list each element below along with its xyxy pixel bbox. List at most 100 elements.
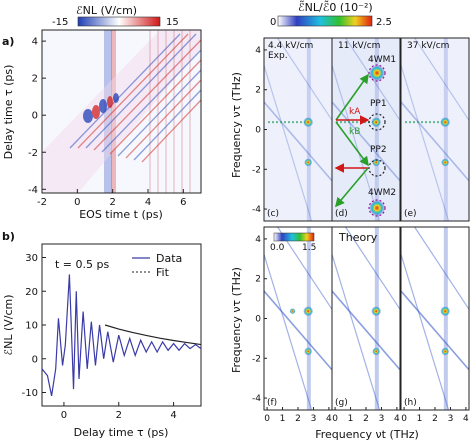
diagonal-streak bbox=[331, 254, 381, 411]
diagonal-streak bbox=[331, 101, 401, 182]
ytick-label: -4 bbox=[252, 205, 261, 215]
column-label-1: 4.4 kV/cm bbox=[268, 41, 313, 51]
theory-colorbar bbox=[273, 232, 315, 242]
ytick-label: -2 bbox=[252, 354, 261, 364]
right-xlabel: Frequency νt (THz) bbox=[315, 428, 419, 441]
xtick-label: 1 bbox=[280, 414, 286, 424]
panel-label: (g) bbox=[335, 398, 348, 408]
marker-4wm2 bbox=[368, 199, 386, 217]
right-ylabel-top: Frequency ντ (THz) bbox=[230, 72, 243, 178]
diagonal-streak bbox=[263, 290, 333, 371]
diagonal-streak bbox=[263, 254, 313, 411]
panel-bg bbox=[401, 38, 469, 221]
xtick-label: 1 bbox=[348, 414, 354, 424]
panel-b-legend: Data Fit bbox=[132, 252, 182, 279]
right-colorbar-max: 2.5 bbox=[376, 17, 392, 28]
panel-b-ytick-label: 30 bbox=[25, 253, 38, 264]
panel-b-xlabel: Delay time τ (ps) bbox=[74, 426, 169, 439]
series-fit-line bbox=[104, 324, 202, 346]
panel-frame bbox=[400, 37, 470, 222]
peak-pp1 bbox=[371, 306, 382, 317]
panel-b-xtick-label: 4 bbox=[170, 410, 176, 421]
diagonal-streak bbox=[400, 101, 470, 182]
vertical-band bbox=[443, 227, 448, 410]
diagonal-streak bbox=[277, 37, 333, 121]
ytick-label: -4 bbox=[252, 394, 261, 404]
legend-data-label: Data bbox=[156, 252, 182, 265]
panel-b-ytick-label: -10 bbox=[22, 388, 38, 399]
peak-pp2 bbox=[441, 158, 450, 167]
peak-pp2 bbox=[304, 158, 313, 167]
wavevector-kb: kB bbox=[349, 127, 360, 137]
xtick-label: 4 bbox=[326, 414, 332, 424]
panel-b-ytick-label: 0 bbox=[32, 354, 38, 365]
peak-pp1 bbox=[303, 117, 314, 128]
panel-a-frame bbox=[41, 29, 202, 194]
peak-pp1 bbox=[303, 306, 314, 317]
xtick-label: 3 bbox=[311, 414, 317, 424]
marker-pp2 bbox=[368, 159, 386, 177]
panel-a-ytick-label: 2 bbox=[32, 74, 38, 85]
panel-b-ytick-label: 10 bbox=[25, 321, 38, 332]
panel-d-annotations: 4WM1 PP1 PP2 4WM2 kA kB bbox=[334, 55, 396, 217]
xtick-label: 4 bbox=[394, 414, 400, 424]
panel-a-xtick-label: 2 bbox=[109, 197, 115, 208]
xtick-label: 2 bbox=[363, 414, 369, 424]
peak-pp2 bbox=[372, 158, 381, 167]
panel-label: (d) bbox=[335, 209, 348, 219]
diagonal-streak bbox=[331, 65, 381, 222]
panel-b: b) 0 2 4 -10 0 10 20 30 t = 0.5 ps Data Fit Del… bbox=[2, 230, 202, 439]
panel-a-xlabel: EOS time t (ps) bbox=[79, 208, 163, 221]
right-colorbar bbox=[277, 15, 373, 27]
peak-label-pp2: PP2 bbox=[370, 145, 387, 155]
diagonal-streak bbox=[263, 65, 313, 222]
panel-a-label: a) bbox=[2, 35, 14, 48]
right-ylabel-bottom: Frequency ντ (THz) bbox=[230, 267, 243, 373]
peak-label-4wm2: 4WM2 bbox=[368, 188, 396, 198]
diagonal-streak bbox=[331, 290, 401, 371]
peak-pp2 bbox=[372, 347, 381, 356]
theory-colorbar-min: 0.0 bbox=[270, 243, 285, 253]
diagonal-streak bbox=[414, 226, 470, 310]
panel-a-ytick-label: 4 bbox=[32, 37, 38, 48]
panel-frame bbox=[331, 37, 401, 222]
right-colorbar-min: 0 bbox=[270, 17, 276, 28]
panel-bg bbox=[332, 38, 400, 221]
vertical-band bbox=[443, 38, 448, 221]
panel-a-colorbar-max: 15 bbox=[166, 17, 179, 28]
panel-b-xtick-label: 2 bbox=[116, 410, 122, 421]
panel-a-xtick-label: 6 bbox=[180, 197, 186, 208]
panel-b-label: b) bbox=[2, 230, 15, 243]
marker-4wm1 bbox=[368, 64, 386, 82]
panel-b-axes: 0 2 4 -10 0 10 20 30 bbox=[22, 253, 177, 421]
panel-a-ylabel: Delay time τ (ps) bbox=[2, 65, 15, 160]
series-data-line bbox=[41, 274, 202, 396]
arrow-green-1 bbox=[335, 73, 369, 121]
ytick-label: 0 bbox=[255, 315, 261, 325]
panel-a-ytick-label: -4 bbox=[28, 185, 38, 196]
panel-bg bbox=[264, 227, 332, 410]
diagonal-streak bbox=[345, 226, 401, 310]
theory-label: Theory bbox=[338, 231, 378, 244]
arrow-green-2 bbox=[335, 121, 369, 167]
diagonal-streak bbox=[414, 37, 470, 121]
diagonal-streak bbox=[263, 101, 333, 182]
panel-a-heatmap bbox=[42, 30, 202, 193]
panel-label: (f) bbox=[267, 398, 277, 408]
peak-pp1 bbox=[440, 117, 451, 128]
panel-b-plot bbox=[41, 274, 202, 396]
xtick-label: 0 bbox=[401, 414, 407, 424]
diagonal-streak bbox=[400, 290, 470, 371]
panel-bg bbox=[264, 38, 332, 221]
column-label-3: 37 kV/cm bbox=[407, 41, 449, 51]
legend-fit-label: Fit bbox=[156, 266, 170, 279]
panel-a-colorbar bbox=[77, 16, 161, 27]
xtick-label: 1 bbox=[417, 414, 423, 424]
xtick-label: 2 bbox=[295, 414, 301, 424]
peak-label-4wm1: 4WM1 bbox=[368, 55, 396, 65]
ytick-label: 0 bbox=[255, 126, 261, 136]
arrow-green-3 bbox=[334, 167, 369, 208]
